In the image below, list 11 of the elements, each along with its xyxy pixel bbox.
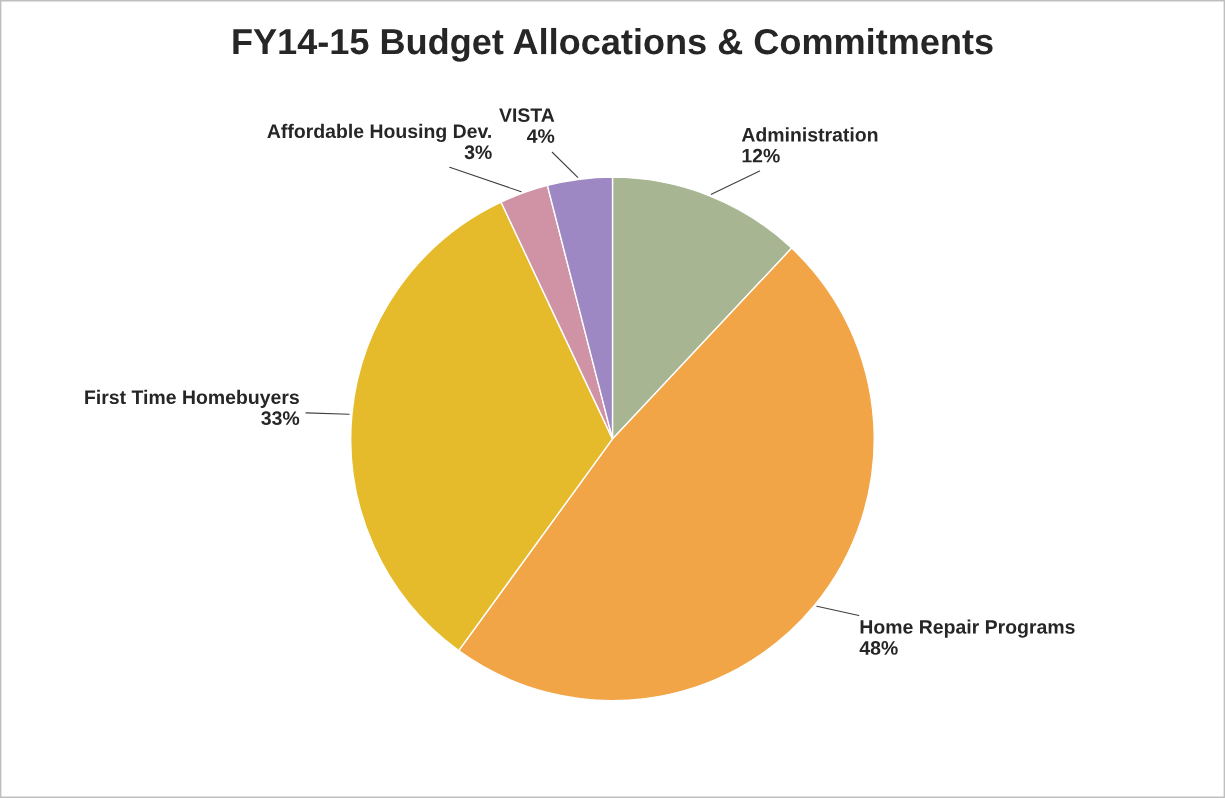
slice-label: Administration <box>741 127 878 142</box>
slice-label: VISTA <box>499 108 555 123</box>
chart-title: FY14-15 Budget Allocations & Commitments <box>233 27 993 62</box>
data-label: 3% <box>464 145 492 160</box>
data-label: 48% <box>859 641 898 655</box>
data-label: 33% <box>261 411 300 426</box>
slice-label: Home Repair Programs <box>860 619 1075 638</box>
data-label: 4% <box>527 129 555 143</box>
slice-label: Affordable Housing Dev. <box>267 123 491 143</box>
slice-label: First Time Homebuyers <box>85 389 299 408</box>
data-label: 12% <box>742 148 780 163</box>
